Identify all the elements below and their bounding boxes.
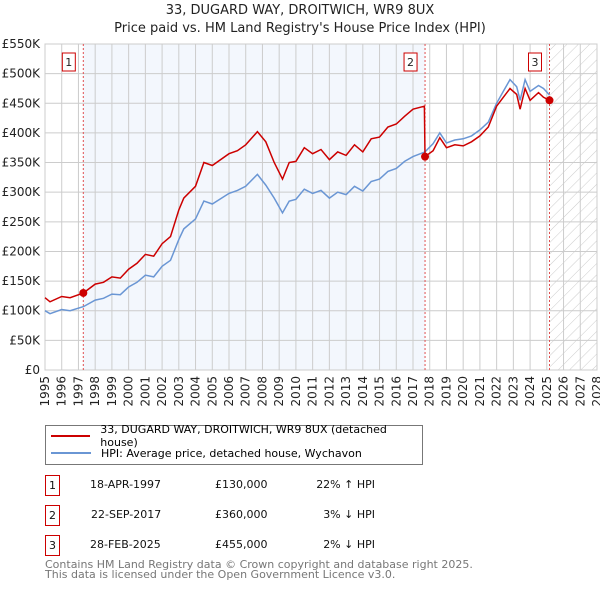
legend: 33, DUGARD WAY, DROITWICH, WR9 8UX (deta… — [45, 423, 423, 465]
x-tick-label: 1998 — [88, 376, 102, 407]
sale-badge: 1 — [45, 475, 60, 496]
x-tick-label: 2009 — [272, 376, 286, 407]
legend-label-hpi: HPI: Average price, detached house, Wych… — [101, 446, 362, 460]
sale-point — [421, 152, 430, 161]
x-tick-label: 2003 — [172, 376, 186, 407]
sale-price: £455,000 — [215, 538, 268, 551]
sale-flag-box — [61, 52, 76, 72]
y-tick-label: £400K — [2, 126, 42, 140]
x-tick-label: 2022 — [490, 376, 504, 407]
legend-label-property: 33, DUGARD WAY, DROITWICH, WR9 8UX (deta… — [100, 423, 387, 449]
x-tick-label: 2023 — [506, 376, 520, 407]
y-tick-label: £100K — [2, 304, 42, 318]
y-tick-label: £200K — [2, 244, 42, 258]
chart-title: 33, DUGARD WAY, DROITWICH, WR9 8UX — [165, 3, 435, 18]
sale-flag-label: 3 — [531, 56, 538, 69]
plot-border — [44, 43, 598, 371]
x-tick-label: 2012 — [322, 376, 336, 407]
property-price-line — [44, 86, 550, 303]
x-tick-label: 2017 — [406, 376, 420, 407]
x-tick-label: 2027 — [573, 376, 587, 407]
x-tick-label: 2008 — [255, 376, 269, 407]
y-tick-label: £500K — [2, 67, 42, 81]
sale-badge: 2 — [45, 505, 60, 526]
x-tick-label: 1999 — [105, 376, 119, 407]
x-tick-label: 2004 — [189, 376, 203, 407]
sale-flag-label: 2 — [407, 56, 414, 69]
y-tick-label: £50K — [9, 333, 41, 347]
x-tick-label: 2006 — [222, 376, 236, 407]
footer: Contains HM Land Registry data © Crown c… — [45, 558, 473, 581]
footer-copyright: Contains HM Land Registry data © Crown c… — [45, 558, 473, 571]
x-tick-label: 2015 — [373, 376, 387, 407]
sale-badge: 3 — [45, 535, 60, 556]
y-tick-label: £150K — [2, 274, 42, 288]
x-tick-label: 2020 — [456, 376, 470, 407]
x-tick-label: 1995 — [38, 376, 52, 407]
x-tick-label: 2014 — [356, 376, 370, 407]
x-tick-label: 2021 — [473, 376, 487, 407]
sale-flag-box — [527, 52, 542, 72]
x-tick-label: 2025 — [540, 376, 554, 407]
ownership-period-shade — [83, 44, 426, 370]
x-tick-label: 2026 — [557, 376, 571, 407]
sale-price: £130,000 — [215, 478, 268, 491]
y-tick-label: £550K — [2, 37, 42, 51]
x-tick-label: 2007 — [239, 376, 253, 407]
sale-date: 28-FEB-2025 — [90, 538, 161, 551]
sale-flag-box — [403, 52, 418, 72]
sale-date: 22-SEP-2017 — [91, 508, 162, 521]
sale-row: 1 18-APR-1997 £130,000 22% ↑ HPI — [45, 475, 375, 496]
sale-hpi-diff: 3% ↓ HPI — [323, 508, 375, 521]
x-tick-label: 2016 — [389, 376, 403, 407]
sale-flag-label: 1 — [65, 56, 72, 69]
future-hatch — [549, 44, 597, 370]
legend-swatch-property — [51, 435, 91, 437]
sale-point — [79, 288, 88, 297]
y-tick-label: £350K — [2, 156, 42, 170]
chart-subtitle: Price paid vs. HM Land Registry's House … — [114, 21, 486, 36]
y-tick-label: £450K — [2, 96, 42, 110]
y-tick-label: £0 — [25, 363, 40, 377]
sale-point — [545, 96, 554, 105]
x-tick-label: 2018 — [423, 376, 437, 407]
x-tick-label: 2001 — [138, 376, 152, 407]
legend-swatch-hpi — [51, 452, 91, 454]
sale-row: 2 22-SEP-2017 £360,000 3% ↓ HPI — [45, 505, 375, 526]
sale-hpi-diff: 2% ↓ HPI — [323, 538, 375, 551]
x-tick-label: 2002 — [155, 376, 169, 407]
price-chart: £0 £50K £100K £150K £200K £250K £300K £350K £400… — [2, 37, 600, 407]
x-tick-label: 2024 — [523, 376, 537, 407]
sale-row: 3 28-FEB-2025 £455,000 2% ↓ HPI — [45, 535, 375, 556]
y-tick-label: £250K — [2, 215, 42, 229]
x-tick-label: 1996 — [55, 376, 69, 407]
x-tick-label: 2019 — [439, 376, 453, 407]
x-tick-label: 2028 — [590, 376, 600, 407]
footer-licence: This data is licensed under the Open Gov… — [45, 568, 396, 581]
x-tick-label: 1997 — [71, 376, 85, 407]
sale-price: £360,000 — [215, 508, 268, 521]
y-tick-label: £300K — [2, 185, 42, 199]
x-tick-label: 2010 — [289, 376, 303, 407]
hpi-line — [44, 77, 551, 315]
x-tick-label: 2013 — [339, 376, 353, 407]
x-tick-label: 2005 — [205, 376, 219, 407]
x-tick-label: 2011 — [306, 376, 320, 407]
sale-date: 18-APR-1997 — [90, 478, 162, 491]
x-tick-label: 2000 — [122, 376, 136, 407]
sale-hpi-diff: 22% ↑ HPI — [316, 478, 375, 491]
